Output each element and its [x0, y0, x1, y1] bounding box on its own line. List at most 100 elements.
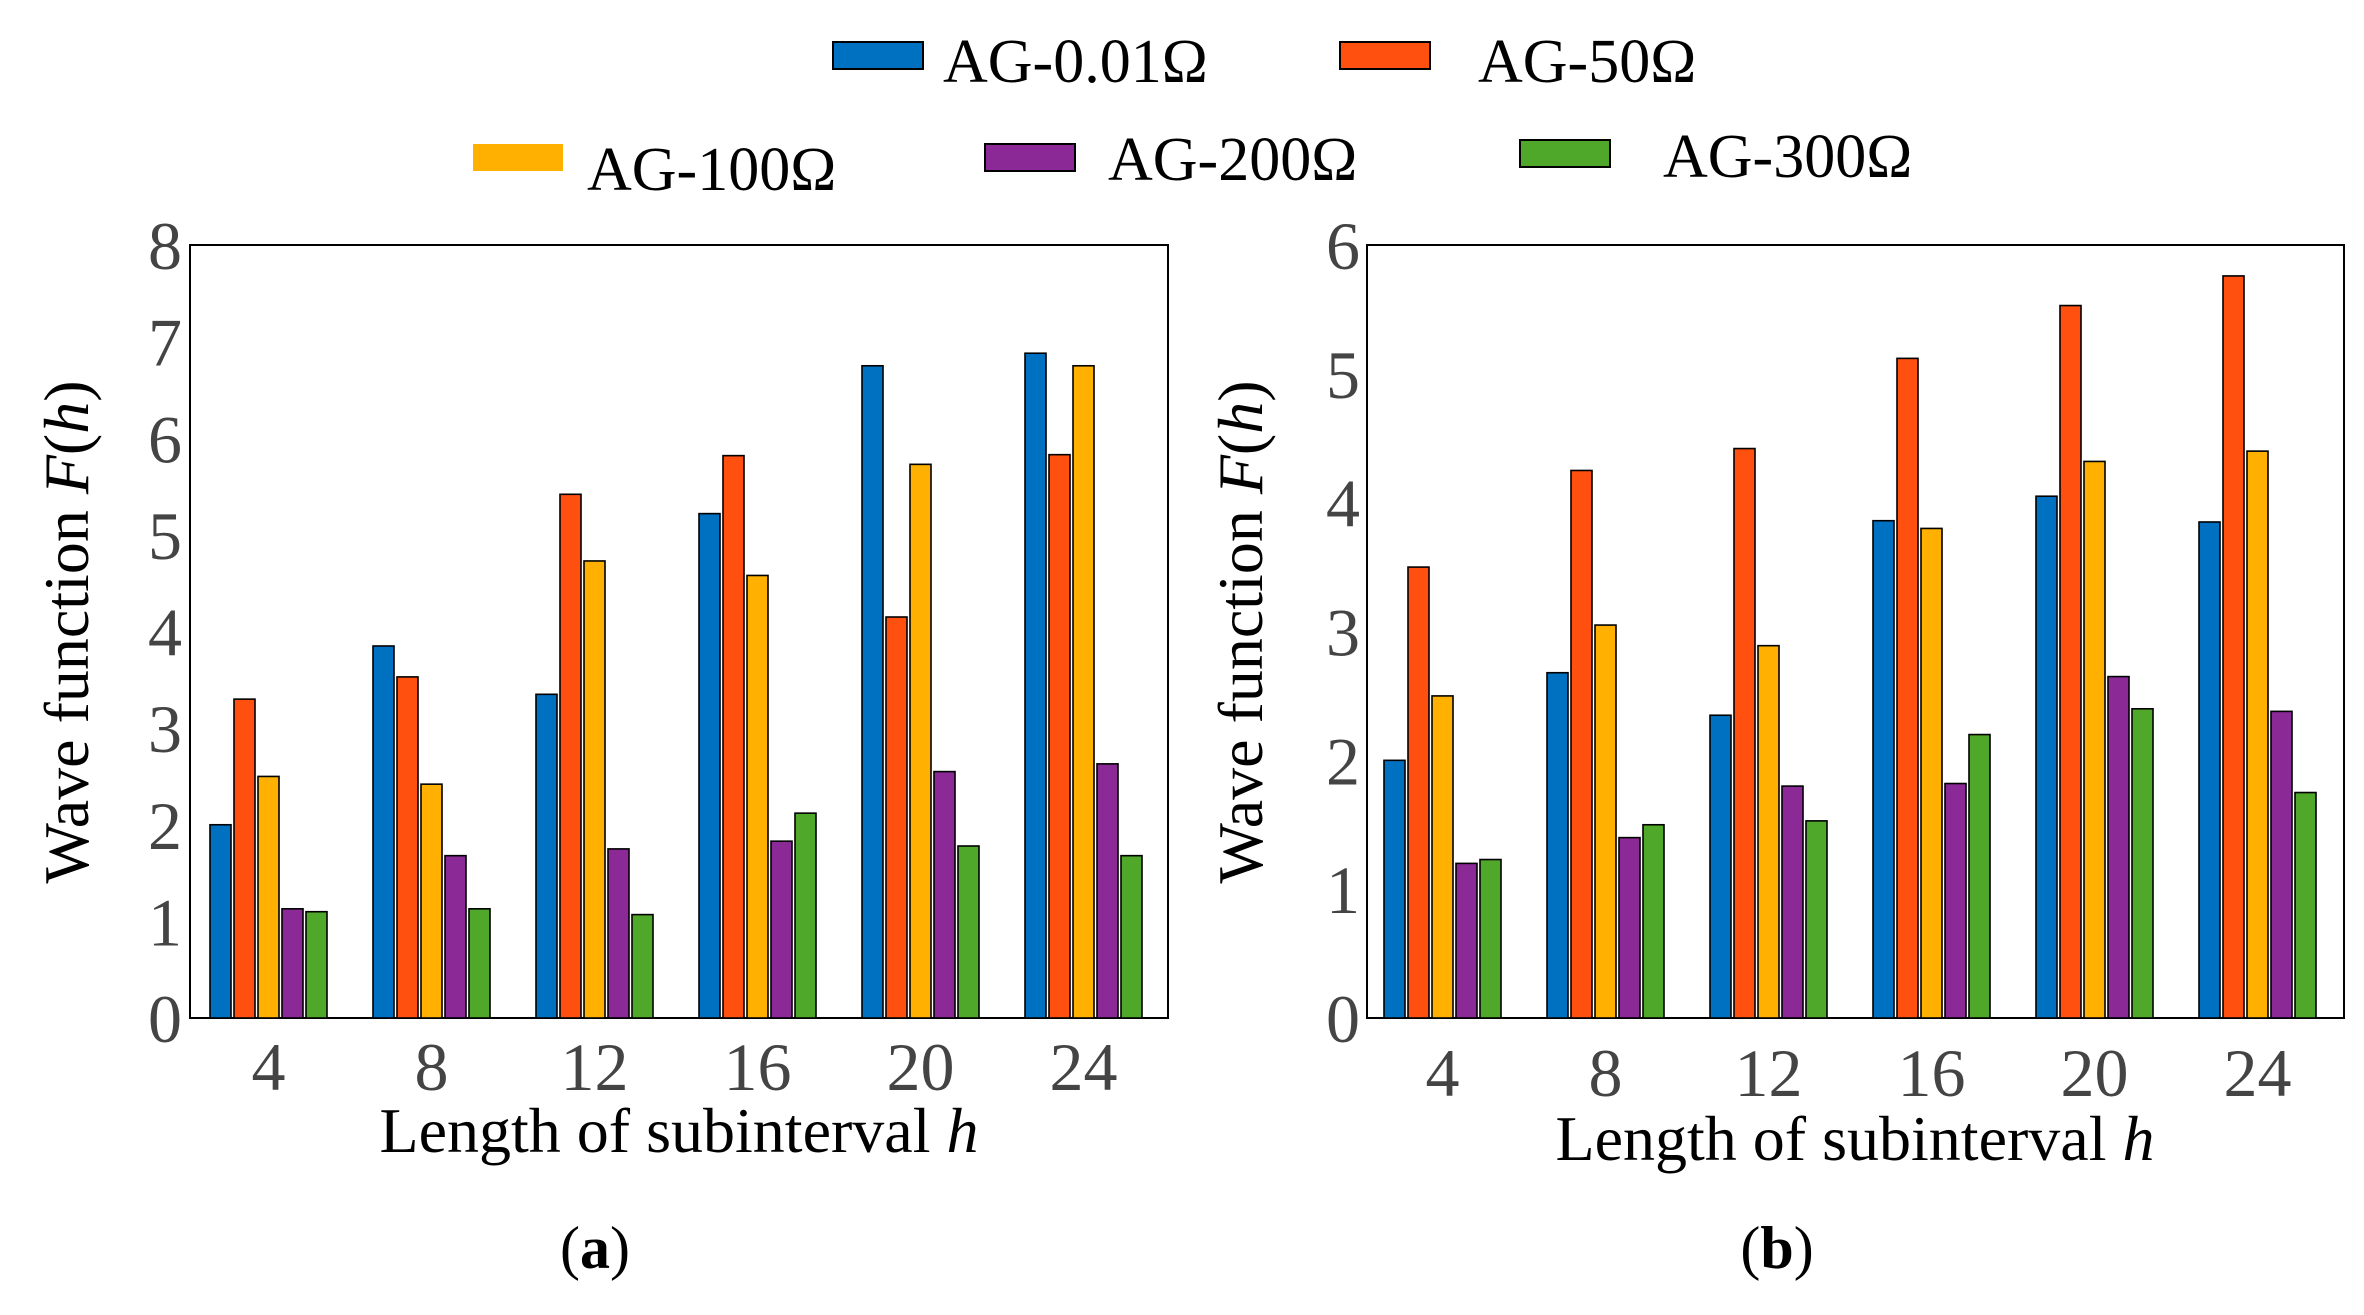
bar-16-4 [1944, 782, 1967, 1019]
x-tick-label: 8 [1589, 1035, 1623, 1111]
bar-16-4 [770, 840, 793, 1019]
bar-8-3 [1594, 624, 1617, 1019]
bar-20-5 [957, 845, 980, 1019]
y-tick-label: 6 [148, 401, 182, 477]
y-tick-label: 0 [148, 981, 182, 1057]
panel-caption: (b) [1740, 1215, 1813, 1281]
y-tick-label: 1 [1326, 852, 1360, 928]
x-tick-label: 12 [1735, 1035, 1803, 1111]
bar-20-2 [2059, 304, 2082, 1019]
bar-4-5 [1479, 858, 1502, 1019]
legend: AG-0.01Ω AG-50Ω AG-100Ω AG-200Ω AG-300Ω [473, 28, 1912, 204]
bar-16-1 [698, 512, 721, 1019]
bar-20-1 [2035, 495, 2058, 1019]
bar-16-3 [746, 574, 769, 1019]
x-tick-label: 24 [1050, 1029, 1118, 1105]
x-tick-label: 4 [252, 1029, 286, 1105]
bar-16-2 [1896, 357, 1919, 1019]
bar-16-2 [722, 454, 745, 1019]
bar-8-4 [1618, 836, 1641, 1019]
bar-24-5 [2294, 791, 2317, 1019]
bar-4-3 [1431, 695, 1454, 1019]
x-tick-labels: 4 8 12 16 20 24 [252, 1029, 1118, 1105]
bar-4-4 [1455, 862, 1478, 1019]
y-axis-title: Wave function F(h) [31, 380, 102, 883]
legend-item-ag-0.01: AG-0.01Ω [832, 28, 1208, 96]
bar-4-1 [209, 823, 232, 1019]
bar-4-5 [305, 910, 328, 1019]
x-tick-label: 16 [724, 1029, 792, 1105]
legend-label: AG-300Ω [1663, 123, 1912, 191]
bar-24-3 [2246, 450, 2269, 1019]
x-tick-label: 20 [887, 1029, 955, 1105]
bar-12-4 [1781, 785, 1804, 1019]
bar-20-4 [2107, 675, 2130, 1019]
bar-12-3 [583, 560, 606, 1019]
y-tick-label: 5 [148, 498, 182, 574]
y-tick-label: 5 [1326, 337, 1360, 413]
x-tick-label: 12 [561, 1029, 629, 1105]
bar-16-3 [1920, 527, 1943, 1019]
legend-swatch [473, 144, 563, 171]
bar-24-4 [2270, 710, 2293, 1019]
legend-item-ag-200: AG-200Ω [984, 126, 1357, 194]
bar-24-2 [2222, 275, 2245, 1019]
x-axis-title: Length of subinterval h [380, 1095, 979, 1166]
bar-group [209, 352, 1143, 1019]
x-tick-label: 8 [415, 1029, 449, 1105]
bar-8-1 [1546, 671, 1569, 1019]
legend-label: AG-0.01Ω [943, 28, 1208, 96]
x-tick-label: 16 [1898, 1035, 1966, 1111]
bar-24-1 [2198, 521, 2221, 1019]
legend-item-ag-300: AG-300Ω [1519, 123, 1912, 191]
bar-16-5 [1968, 733, 1991, 1019]
y-axis-title: Wave function F(h) [1205, 380, 1276, 883]
bar-8-2 [396, 676, 419, 1019]
bar-12-5 [631, 913, 654, 1019]
bar-8-1 [372, 645, 395, 1019]
legend-label: AG-100Ω [587, 136, 836, 204]
x-tick-labels: 4 8 12 16 20 24 [1426, 1035, 2292, 1111]
y-tick-label: 2 [148, 788, 182, 864]
bar-12-4 [607, 848, 630, 1019]
bar-12-5 [1805, 820, 1828, 1019]
bar-4-2 [1407, 566, 1430, 1019]
bar-8-3 [420, 783, 443, 1019]
panel-caption: (a) [560, 1215, 630, 1281]
x-tick-label: 4 [1426, 1035, 1460, 1111]
legend-item-ag-100: AG-100Ω [473, 136, 836, 204]
y-tick-label: 6 [1326, 208, 1360, 284]
bar-4-4 [281, 908, 304, 1019]
bar-24-4 [1096, 763, 1119, 1019]
x-axis-title: Length of subinterval h [1556, 1103, 2155, 1174]
bar-20-3 [909, 463, 932, 1019]
bar-16-1 [1872, 519, 1895, 1019]
bar-20-3 [2083, 460, 2106, 1019]
y-tick-label: 4 [1326, 466, 1360, 542]
bar-24-3 [1072, 364, 1095, 1019]
bar-20-2 [885, 616, 908, 1019]
bar-4-3 [257, 775, 280, 1019]
bar-8-5 [468, 908, 491, 1019]
legend-item-ag-50: AG-50Ω [1339, 28, 1696, 96]
legend-label: AG-50Ω [1478, 28, 1696, 96]
y-tick-label: 1 [148, 884, 182, 960]
y-tick-labels: 0 1 2 3 4 5 6 [1326, 208, 1360, 1057]
bar-24-2 [1048, 453, 1071, 1019]
legend-swatch [832, 41, 924, 70]
bar-12-1 [535, 693, 558, 1019]
bar-24-5 [1120, 854, 1143, 1019]
y-tick-label: 0 [1326, 981, 1360, 1057]
legend-swatch [1339, 41, 1431, 70]
legend-swatch [984, 143, 1076, 172]
bar-12-2 [1733, 447, 1756, 1019]
bar-16-5 [794, 812, 817, 1019]
x-tick-label: 20 [2061, 1035, 2129, 1111]
bar-24-1 [1024, 352, 1047, 1019]
bar-20-5 [2131, 707, 2154, 1019]
bar-20-1 [861, 364, 884, 1019]
bar-4-1 [1383, 759, 1406, 1019]
bar-12-1 [1709, 714, 1732, 1019]
